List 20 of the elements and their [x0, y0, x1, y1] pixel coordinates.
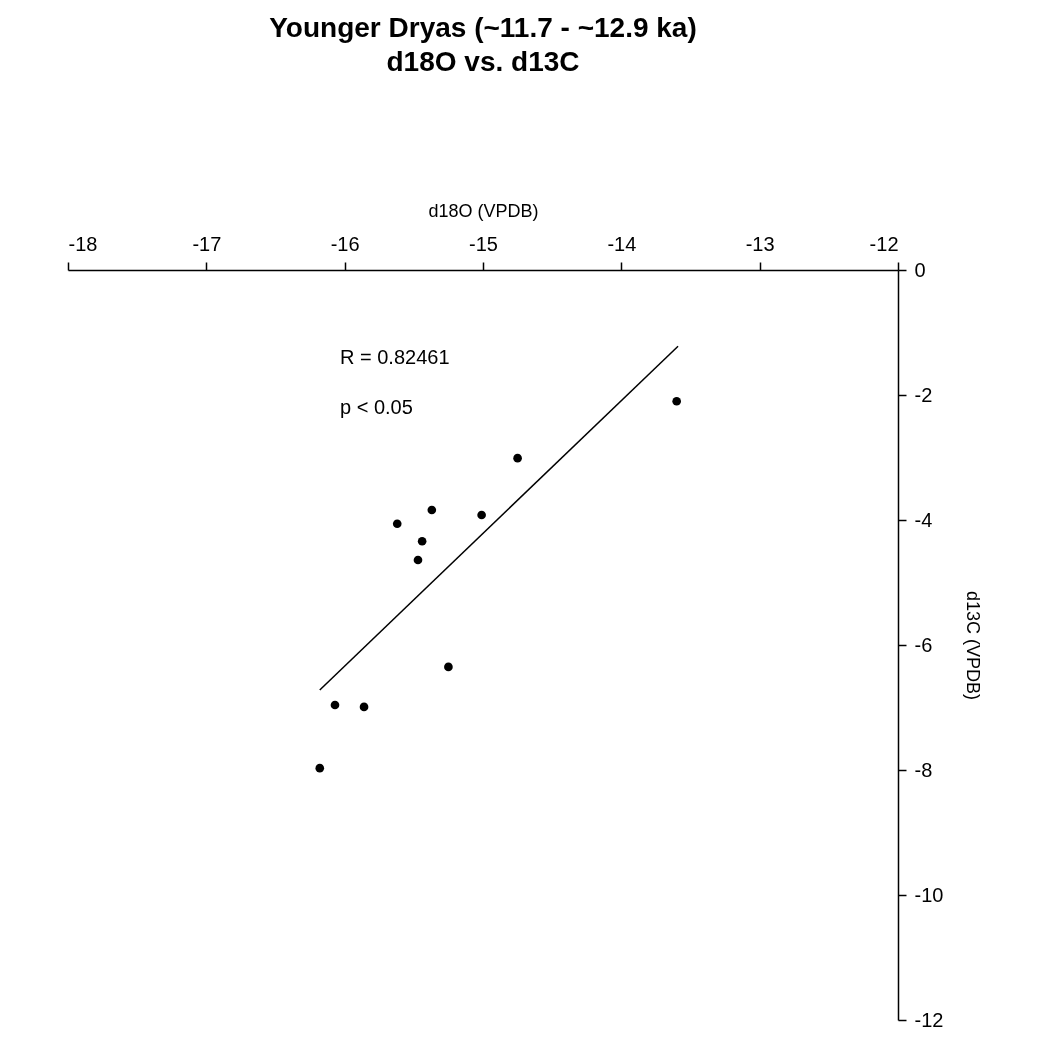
y-tick-label: -10	[914, 883, 944, 906]
y-tick-label: -6	[914, 633, 933, 656]
x-tick-label: -16	[330, 232, 360, 255]
y-tick-label: 0	[914, 258, 926, 281]
chart-title: Younger Dryas (~11.7 - ~12.9 ka)	[269, 12, 697, 43]
x-tick-label: -18	[68, 232, 98, 255]
y-axis-title: d13C (VPDB)	[963, 590, 984, 701]
x-axis-title: d18O (VPDB)	[428, 200, 539, 221]
x-tick-label: -14	[607, 232, 637, 255]
x-tick-label: -13	[745, 232, 775, 255]
y-tick-label: -2	[914, 383, 933, 406]
x-tick-label: -15	[469, 232, 498, 255]
y-tick-label: -8	[914, 758, 933, 781]
chart-subtitle: d18O vs. d13C	[386, 46, 580, 77]
annotation: p < 0.05	[340, 396, 413, 418]
y-tick-label: -12	[914, 1008, 944, 1031]
y-tick-label: -4	[914, 508, 933, 531]
x-tick-label: -12	[869, 232, 899, 255]
annotation: R = 0.82461	[340, 346, 450, 368]
x-tick-label: -17	[192, 232, 222, 255]
